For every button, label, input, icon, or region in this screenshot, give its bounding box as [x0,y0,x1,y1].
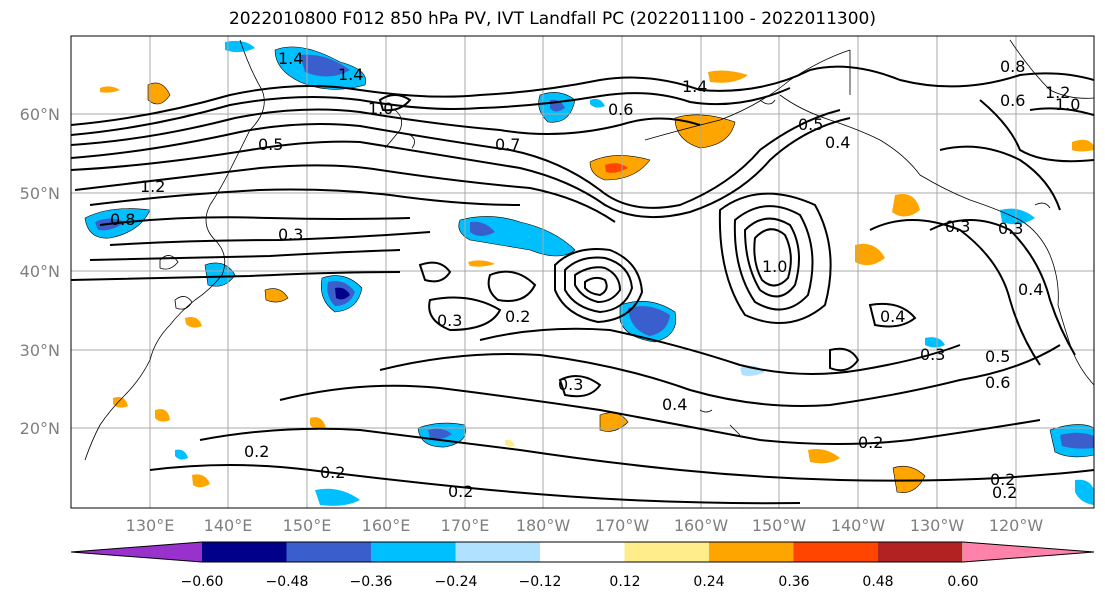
lon-label: 150°W [752,516,807,535]
lat-label: 30°N [20,341,60,360]
map-panel: 1.4 1.4 1.0 0.5 0.7 1.2 0.8 0.6 0.3 0.3 … [71,36,1094,508]
contour-label: 0.8 [110,210,135,229]
lon-label: 140°W [831,516,886,535]
colorbar-segment [202,542,287,562]
contour-label: 0.3 [278,225,303,244]
lon-label: 130°W [910,516,965,535]
contour-label: 0.3 [437,311,462,330]
colorbar-segment [371,542,456,562]
lon-label: 160°W [674,516,729,535]
map-title: 2022010800 F012 850 hPa PV, IVT Landfall… [228,9,876,29]
contour-label: 0.5 [798,115,823,134]
contour-label: 0.3 [920,345,945,364]
contour-label: 0.6 [608,100,633,119]
colorbar-outline [70,541,1095,563]
contour-label: 1.0 [762,257,787,276]
colorbar-segment [709,542,794,562]
contour-label: 0.3 [558,375,583,394]
colorbar-segment [455,542,540,562]
colorbar-tick: −0.36 [350,574,393,590]
map-frame [70,35,1095,509]
colorbar-segment [540,542,625,562]
contour-label: 1.2 [1045,83,1070,102]
colorbar-segment [793,542,878,562]
colorbar-tick: −0.60 [181,574,224,590]
lon-label: 120°W [989,516,1044,535]
colorbar [70,541,1095,563]
contour-label: 0.5 [985,347,1010,366]
contour-label: 1.4 [278,49,303,68]
contour-label: 0.6 [985,373,1010,392]
coastlines [84,39,1094,461]
longitude-labels: 130°E 140°E 150°E 160°E 170°E 180°W 170°… [126,516,1044,535]
colorbar-segment [963,542,1094,562]
colorbar-segment [71,542,202,562]
contour-label: 0.6 [1000,91,1025,110]
contour-label: 0.2 [320,463,345,482]
contour-label: 0.4 [825,133,850,152]
colorbar-segment [624,542,709,562]
contour-label: 0.2 [992,483,1017,502]
contour-label: 0.5 [258,135,283,154]
contour-label: 0.2 [990,470,1015,489]
colorbar-tick: 0.12 [609,574,640,590]
contour-label: 0.4 [880,307,905,326]
contour-label: 1.4 [338,65,363,84]
lat-label: 60°N [20,105,60,124]
lon-label: 140°E [204,516,253,535]
colorbar-tick: −0.48 [266,574,309,590]
colorbar-tick: 0.48 [862,574,893,590]
lat-label: 20°N [20,419,60,438]
colorbar-tick: 0.24 [693,574,724,590]
lon-label: 170°E [441,516,490,535]
colorbar-tick: −0.24 [435,574,478,590]
contour-label: 1.0 [1055,95,1080,114]
contour-label: 0.2 [505,307,530,326]
contour-label: 1.0 [368,99,393,118]
colorbar-tick: 0.36 [778,574,809,590]
colorbar-ticks: −0.60 −0.48 −0.36 −0.24 −0.12 0.12 0.24 … [181,574,979,590]
contour-label: 0.4 [1018,280,1043,299]
contour-labels: 1.4 1.4 1.0 0.5 0.7 1.2 0.8 0.6 0.3 0.3 … [110,49,1080,502]
contour-label: 0.2 [858,433,883,452]
contour-label: 0.8 [1000,57,1025,76]
contour-label: 0.3 [945,217,970,236]
latitude-labels: 60°N 50°N 40°N 30°N 20°N [20,105,60,438]
contour-label: 0.2 [244,442,269,461]
contour-label: 1.4 [682,77,707,96]
contour-label: 0.2 [448,482,473,501]
contour-label: 0.4 [662,395,687,414]
ivt-contours [71,65,1094,505]
colorbar-tick: −0.12 [519,574,562,590]
lon-label: 130°E [126,516,175,535]
contour-label: 0.3 [998,219,1023,238]
contour-label: 0.7 [495,135,520,154]
colorbar-segment [878,542,963,562]
contour-label: 1.2 [140,177,165,196]
lon-label: 170°W [595,516,650,535]
lon-label: 150°E [283,516,332,535]
lat-label: 50°N [20,184,60,203]
colorbar-segment [286,542,371,562]
lat-label: 40°N [20,262,60,281]
lon-label: 180°W [516,516,571,535]
pv-fill-patches [84,40,1094,506]
lon-label: 160°E [362,516,411,535]
colorbar-tick: 0.60 [947,574,978,590]
